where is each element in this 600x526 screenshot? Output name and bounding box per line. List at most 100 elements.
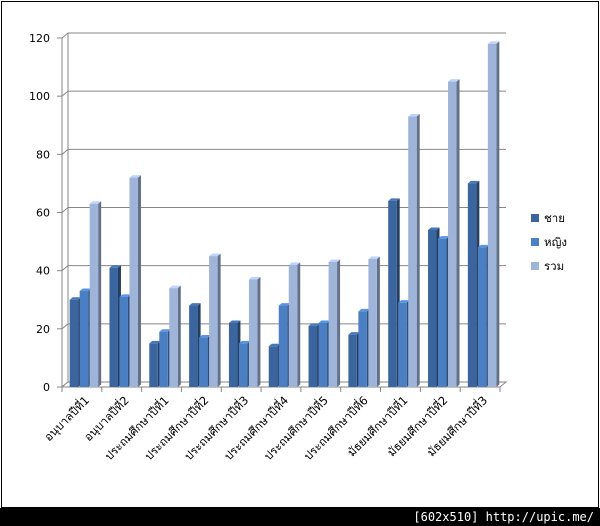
bar-front — [199, 337, 208, 387]
bar-top — [268, 343, 281, 347]
bar-top — [159, 329, 171, 332]
bar-1-2 — [159, 329, 171, 387]
bar-top — [278, 303, 291, 306]
y-tick-label: 120 — [29, 32, 50, 45]
legend-swatch — [531, 214, 539, 222]
bar-front — [238, 343, 248, 387]
y-tick-label: 20 — [36, 323, 50, 336]
bar-side — [337, 259, 341, 387]
bar-front — [368, 259, 377, 387]
bar-2-2 — [169, 285, 181, 387]
bar-front — [209, 256, 218, 387]
bar-1-9 — [438, 236, 450, 387]
bar-front — [69, 299, 79, 387]
bar-0-5 — [268, 343, 281, 387]
bar-front — [149, 343, 158, 387]
bar-top — [398, 300, 410, 303]
bar-side — [416, 114, 420, 388]
bar-front — [89, 203, 99, 387]
bar-front — [388, 200, 397, 387]
bar-0-0 — [69, 297, 82, 387]
bar-top — [89, 201, 102, 204]
bars — [69, 41, 500, 388]
bar-top — [79, 288, 92, 292]
bar-side — [217, 253, 221, 387]
bar-front — [288, 264, 298, 387]
bar-2-0 — [89, 201, 102, 387]
bar-2-3 — [209, 253, 221, 387]
grouped-bar-chart: 020406080100120อนุบาลปีที่1อนุบาลปีที่2ป… — [29, 32, 567, 463]
bar-front — [358, 311, 367, 387]
bar-side — [98, 201, 102, 387]
bar-0-1 — [109, 265, 121, 387]
legend-label: ชาย — [544, 211, 565, 225]
bar-front — [79, 291, 89, 387]
bar-top — [448, 79, 460, 82]
bar-2-9 — [448, 79, 460, 387]
bar-top — [209, 253, 221, 257]
bar-2-7 — [368, 256, 380, 387]
gridline-depth — [61, 90, 69, 97]
bar-top — [129, 175, 141, 178]
bar-1-0 — [79, 288, 92, 387]
bar-side — [297, 262, 301, 387]
bar-front — [109, 267, 118, 387]
bar-top — [368, 256, 380, 260]
bar-side — [376, 256, 380, 387]
bar-1-10 — [477, 244, 490, 387]
bar-top — [358, 308, 370, 312]
bar-front — [228, 323, 238, 387]
bar-top — [348, 332, 360, 335]
bar-side — [177, 285, 181, 387]
bar-1-8 — [398, 300, 410, 387]
y-tick-label: 0 — [43, 381, 50, 394]
bar-front — [308, 325, 318, 387]
bar-side — [257, 276, 261, 387]
bar-top — [248, 276, 261, 280]
bar-front — [119, 296, 128, 387]
bar-front — [328, 261, 338, 387]
gridline-depth — [61, 32, 69, 39]
bar-top — [388, 198, 400, 201]
legend-swatch — [531, 262, 539, 270]
bar-top — [318, 320, 331, 324]
bar-2-5 — [288, 262, 301, 387]
bar-front — [467, 183, 477, 387]
bar-1-4 — [238, 340, 251, 387]
bar-0-6 — [308, 323, 321, 387]
bar-0-8 — [388, 198, 400, 387]
bar-front — [159, 331, 168, 387]
gridline-depth — [61, 148, 69, 155]
bar-top — [69, 297, 82, 300]
gridline-depth — [61, 265, 69, 272]
bar-top — [308, 323, 321, 326]
bar-2-10 — [487, 41, 500, 388]
gridline-depth — [61, 207, 69, 213]
bar-top — [149, 340, 161, 344]
bar-top — [169, 285, 181, 289]
bar-top — [467, 180, 480, 184]
bar-1-6 — [318, 320, 331, 387]
bar-front — [169, 288, 178, 387]
y-tick-label: 60 — [36, 207, 50, 220]
bar-top — [228, 320, 241, 324]
bar-front — [408, 116, 417, 388]
bar-top — [199, 335, 211, 338]
y-tick-label: 100 — [29, 90, 50, 103]
legend-label: รวม — [544, 259, 564, 273]
bar-front — [248, 279, 258, 387]
bar-2-1 — [129, 175, 141, 387]
bar-2-6 — [328, 259, 341, 387]
bar-top — [238, 340, 251, 344]
y-tick-label: 40 — [36, 265, 50, 278]
bar-front — [487, 43, 497, 388]
bar-front — [428, 229, 437, 387]
y-tick-label: 80 — [36, 148, 50, 161]
bar-front — [448, 81, 457, 387]
gridline-depth — [61, 323, 69, 330]
bar-front — [398, 302, 407, 387]
bar-top — [477, 244, 490, 248]
bar-front — [477, 247, 487, 387]
bar-side — [496, 41, 500, 388]
